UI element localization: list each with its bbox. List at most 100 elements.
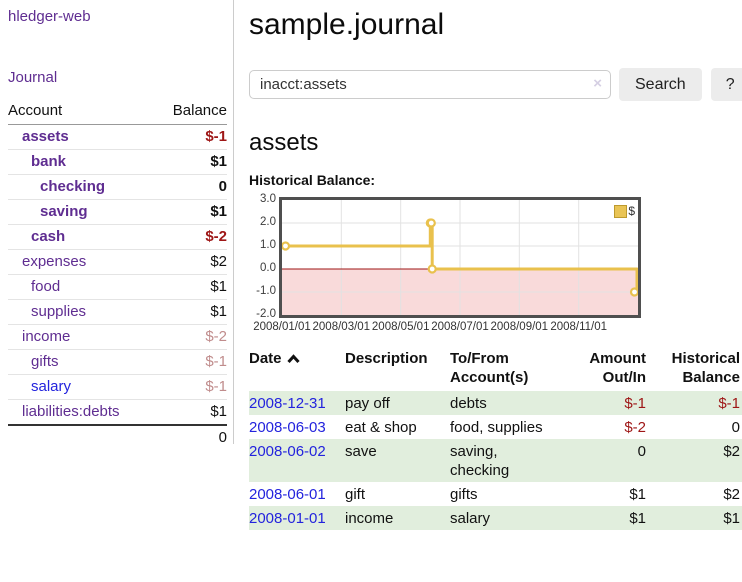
sidebar-account-expenses[interactable]: expenses	[22, 253, 87, 270]
account-balance: $1	[155, 299, 227, 325]
sidebar-account-food[interactable]: food	[31, 278, 61, 295]
sidebar-account-saving[interactable]: saving	[40, 203, 88, 220]
legend-swatch-icon	[614, 204, 628, 218]
x-axis-tick: 2008/11/01	[550, 321, 608, 333]
transaction-balance: $2	[723, 442, 740, 460]
account-row: income $-2	[8, 324, 227, 350]
x-axis-tick: 2008/01/01	[253, 321, 311, 333]
transaction-description: income	[345, 509, 394, 527]
account-balance: $1	[155, 274, 227, 300]
column-header-accounts: To/From Account(s)	[450, 350, 529, 386]
transaction-amount: $-2	[624, 418, 646, 436]
transaction-accounts: food, supplies	[450, 418, 543, 436]
account-balance: $-2	[155, 324, 227, 350]
transaction-amount: 0	[637, 442, 646, 460]
accounts-total: 0	[218, 429, 227, 446]
transaction-date-link[interactable]: 2008-06-03	[249, 418, 326, 436]
search-input[interactable]	[249, 70, 611, 99]
x-axis-tick: 2008/05/01	[371, 321, 430, 333]
account-row: checking 0	[8, 174, 227, 200]
chart-point	[282, 241, 291, 251]
transaction-amount: $1	[629, 485, 646, 503]
accounts-total-row: 0	[8, 425, 227, 450]
x-axis-tick: 2008/07/01	[431, 321, 489, 333]
search-box: ×	[249, 70, 611, 99]
account-balance: $2	[155, 249, 227, 275]
account-row: salary $-1	[8, 374, 227, 400]
sidebar: hledger-web Journal Account Balance asse…	[0, 0, 234, 446]
account-row: saving $1	[8, 199, 227, 225]
accounts-header-account: Account	[8, 100, 156, 125]
transaction-date-link[interactable]: 2008-06-01	[249, 485, 326, 503]
chart-point	[427, 264, 437, 274]
account-balance: $-1	[155, 124, 227, 150]
sidebar-account-bank[interactable]: bank	[31, 153, 67, 170]
search-bar: × Search ?	[249, 68, 742, 101]
sidebar-account-liabilities-debts[interactable]: liabilities:debts	[22, 403, 120, 420]
x-axis-tick: 2008/09/01	[490, 321, 549, 333]
sort-ascending-icon	[286, 354, 300, 364]
register-header-row: Date Description To/From Account(s) Amou…	[249, 347, 742, 391]
sidebar-account-income[interactable]: income	[22, 328, 71, 345]
accounts-table: Account Balance assets $-1 bank $1 check…	[8, 100, 227, 450]
sidebar-item-journal[interactable]: Journal	[8, 69, 58, 86]
account-balance: 0	[155, 174, 227, 200]
main-content: sample.journal × Search ? assets Histori…	[234, 0, 742, 582]
transaction-row: 2008-06-01 gift gifts $1 $2	[249, 482, 742, 506]
account-balance: $1	[155, 199, 227, 225]
transaction-row: 2008-06-03 eat & shop food, supplies $-2…	[249, 415, 742, 439]
sidebar-account-gifts[interactable]: gifts	[31, 353, 59, 370]
transaction-balance: 0	[731, 418, 740, 436]
transaction-date-link[interactable]: 2008-01-01	[249, 509, 326, 527]
transaction-accounts: salary	[450, 509, 491, 527]
column-header-amount: Amount Out/In	[589, 350, 646, 386]
sidebar-account-supplies[interactable]: supplies	[31, 303, 87, 320]
column-header-date[interactable]: Date	[249, 347, 345, 391]
transaction-row: 2008-01-01 income salary $1 $1	[249, 506, 742, 530]
account-heading: assets	[249, 129, 319, 156]
y-axis-tick: 2.0	[260, 216, 276, 228]
y-axis: 3.0 2.0 1.0 0.0 -1.0 -2.0	[249, 193, 279, 337]
search-button[interactable]: Search	[619, 68, 702, 101]
accounts-header-balance: Balance	[155, 100, 227, 125]
account-row: food $1	[8, 274, 227, 300]
account-balance: $-2	[155, 224, 227, 250]
account-row: expenses $2	[8, 249, 227, 275]
transaction-description: pay off	[345, 394, 390, 412]
legend-label: $	[628, 204, 635, 218]
transaction-balance: $2	[723, 485, 740, 503]
column-header-description: Description	[345, 350, 428, 367]
sidebar-account-assets[interactable]: assets	[22, 128, 69, 145]
transaction-description: save	[345, 442, 377, 460]
register-table: Date Description To/From Account(s) Amou…	[249, 347, 742, 530]
historical-balance-chart: 3.0 2.0 1.0 0.0 -1.0 -2.0 $ 2008/01/01 2008/03…	[249, 193, 742, 337]
transaction-row: 2008-12-31 pay off debts $-1 $-1	[249, 391, 742, 415]
account-balance: $1	[155, 149, 227, 175]
transaction-balance: $-1	[718, 394, 740, 412]
transaction-accounts: gifts	[450, 485, 478, 503]
transaction-date-link[interactable]: 2008-06-02	[249, 442, 326, 460]
clear-search-icon[interactable]: ×	[593, 75, 602, 92]
sidebar-account-cash[interactable]: cash	[31, 228, 66, 245]
x-axis-tick: 2008/03/01	[312, 321, 371, 333]
account-row: gifts $-1	[8, 349, 227, 375]
transaction-row: 2008-06-02 save saving, checking 0 $2	[249, 439, 742, 482]
transaction-amount: $1	[629, 509, 646, 527]
transaction-date-link[interactable]: 2008-12-31	[249, 394, 326, 412]
x-axis: 2008/01/01 2008/03/01 2008/05/01 2008/07/01…	[253, 321, 641, 337]
brand-link[interactable]: hledger-web	[8, 8, 91, 25]
column-header-balance: Historical Balance	[671, 350, 740, 386]
transaction-accounts: saving, checking	[450, 442, 510, 479]
help-button[interactable]: ?	[710, 68, 742, 101]
chart-title: Historical Balance:	[249, 172, 376, 188]
transaction-description: gift	[345, 485, 366, 503]
sidebar-account-checking[interactable]: checking	[40, 178, 106, 195]
chart-point	[629, 287, 638, 297]
chart-canvas	[282, 200, 638, 315]
transaction-balance: $1	[723, 509, 740, 527]
sidebar-account-salary[interactable]: salary	[31, 378, 72, 395]
account-row: supplies $1	[8, 299, 227, 325]
account-balance: $1	[155, 399, 227, 426]
account-balance: $-1	[155, 349, 227, 375]
account-row: assets $-1	[8, 124, 227, 150]
